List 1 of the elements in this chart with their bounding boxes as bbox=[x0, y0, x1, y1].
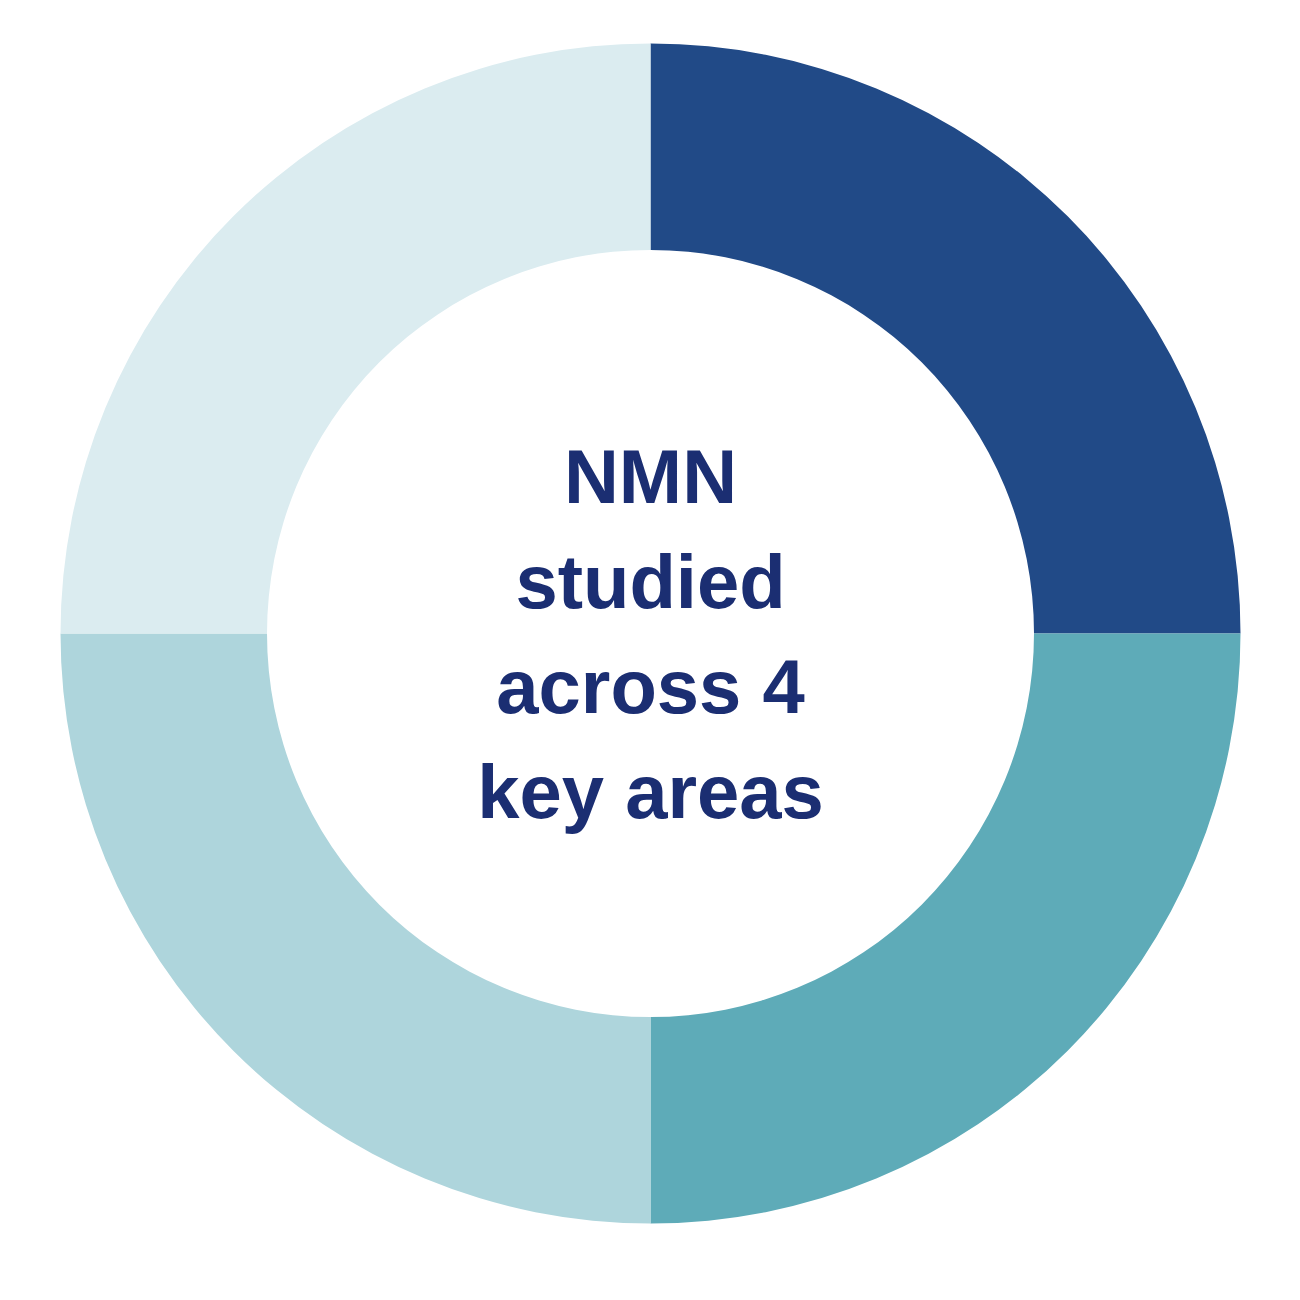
text: NMN studied across 4 key areas bbox=[477, 433, 824, 834]
